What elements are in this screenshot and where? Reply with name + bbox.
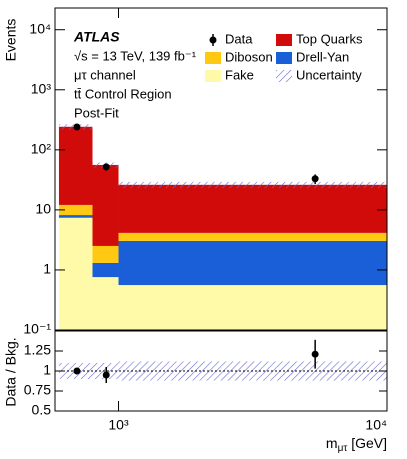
legend-swatch xyxy=(205,52,221,64)
x-tick-label: 10⁴ xyxy=(365,417,387,433)
legend-label: Data xyxy=(225,31,253,46)
stack-segment xyxy=(92,245,119,263)
legend-label: Fake xyxy=(225,67,254,82)
stack-segment xyxy=(92,277,119,330)
stage-label: Post-Fit xyxy=(74,105,119,120)
uncertainty-band xyxy=(118,181,387,189)
legend-swatch xyxy=(276,52,292,64)
y-tick-label: 10⁴ xyxy=(29,20,51,36)
x-label-base: m xyxy=(326,435,338,451)
y-tick-label: 10³ xyxy=(31,80,52,96)
atlas-label: ATLAS xyxy=(73,29,120,45)
ratio-point xyxy=(102,371,110,379)
stack-segment xyxy=(92,164,119,246)
ratio-point xyxy=(311,350,319,358)
stack-segment xyxy=(58,217,93,330)
x-label: mμτ [GeV] xyxy=(326,435,387,454)
stack-segment xyxy=(118,285,387,330)
y-label: Events xyxy=(3,19,19,62)
stack-segment xyxy=(58,204,93,216)
x-label-unit: [GeV] xyxy=(347,435,387,451)
stack-segment xyxy=(118,232,387,241)
legend-label: Uncertainty xyxy=(296,67,362,82)
stack-segment xyxy=(58,126,93,205)
region-label: tt̄ Control Region xyxy=(74,86,172,101)
legend-label: Top Quarks xyxy=(296,31,363,46)
legend-label: Diboson xyxy=(225,49,273,64)
legend-label: Drell-Yan xyxy=(296,49,349,64)
legend-swatch xyxy=(205,70,221,82)
ratio-y-tick-label: 0.75 xyxy=(24,382,51,398)
ratio-y-tick-label: 1 xyxy=(43,362,51,378)
y-tick-label: 10⁻¹ xyxy=(23,321,51,337)
ratio-y-tick-label: 0.5 xyxy=(32,402,52,418)
ratio-point xyxy=(73,367,81,375)
data-point xyxy=(73,123,81,131)
legend-swatch xyxy=(276,34,292,46)
x-tick-label: 10³ xyxy=(108,417,129,433)
stack-segment xyxy=(92,262,119,278)
energy-label: √s = 13 TeV, 139 fb⁻¹ xyxy=(74,48,197,63)
ratio-y-label: Data / Bkg. xyxy=(3,337,19,406)
data-point xyxy=(311,175,319,183)
frame xyxy=(54,7,388,331)
y-tick-label: 10 xyxy=(35,201,51,217)
y-tick-label: 1 xyxy=(43,261,51,277)
ratio-y-tick-label: 1.25 xyxy=(24,342,51,358)
data-point xyxy=(102,163,110,171)
stack-segment xyxy=(118,184,387,233)
stack-segment xyxy=(58,215,93,218)
legend-swatch xyxy=(276,70,292,82)
y-tick-label: 10² xyxy=(31,141,52,157)
channel-label: μτ channel xyxy=(74,67,136,82)
stack-segment xyxy=(118,240,387,286)
x-label-sub: μτ xyxy=(338,443,348,454)
